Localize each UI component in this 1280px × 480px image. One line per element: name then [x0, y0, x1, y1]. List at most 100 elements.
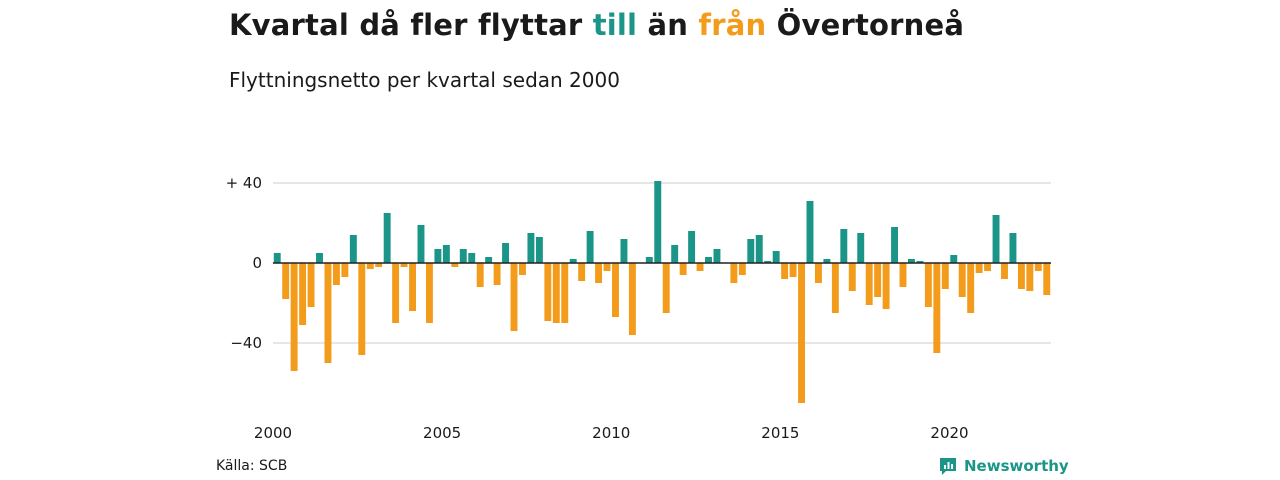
bar: [493, 263, 501, 285]
bar: [992, 215, 1000, 263]
bar: [798, 263, 805, 403]
bar: [603, 263, 611, 271]
x-tick-label: 2005: [423, 424, 461, 442]
bar: [874, 263, 882, 297]
bar: [316, 253, 323, 263]
bar: [324, 263, 332, 363]
bar: [1034, 263, 1042, 271]
bar: [908, 259, 915, 263]
title-fran: från: [698, 8, 767, 42]
bar: [358, 263, 366, 355]
bar: [857, 233, 865, 263]
source-label: Källa: SCB: [216, 458, 288, 474]
bar: [1043, 263, 1051, 295]
x-tick-label: 2020: [930, 424, 968, 442]
bar: [519, 263, 526, 275]
bar: [569, 259, 577, 263]
bar: [451, 263, 459, 267]
bar: [628, 263, 636, 335]
bar: [645, 257, 653, 263]
bar: [434, 249, 442, 263]
bar: [299, 263, 307, 325]
bar: [485, 257, 493, 263]
bar: [383, 213, 391, 263]
bar: [696, 263, 704, 271]
bar: [349, 235, 357, 263]
bars: [273, 181, 1051, 403]
bar: [789, 263, 797, 277]
bar: [662, 263, 670, 313]
bar: [755, 235, 763, 263]
bar: [544, 263, 552, 321]
bar: [400, 263, 408, 267]
bar: [975, 263, 983, 273]
bar: [502, 243, 510, 263]
bar: [831, 263, 839, 313]
bar: [654, 181, 662, 263]
bar: [425, 263, 433, 323]
bar: [916, 261, 924, 263]
x-tick-label: 2015: [761, 424, 799, 442]
bar: [595, 263, 603, 283]
bar: [307, 263, 315, 307]
bar: [1017, 263, 1025, 289]
bar: [273, 253, 281, 263]
bar: [1001, 263, 1008, 279]
bar: [848, 263, 856, 291]
y-tick-label: −40: [230, 334, 262, 352]
bar: [941, 263, 949, 289]
bar: [967, 263, 975, 313]
bar: [1026, 263, 1034, 291]
title-till: till: [592, 8, 638, 42]
bar: [332, 263, 340, 285]
chart-title: Kvartal då fler flyttar till än från Öve…: [229, 8, 964, 42]
bar: [984, 263, 992, 271]
bar: [738, 263, 746, 275]
bar: [620, 239, 628, 263]
chart-subtitle: Flyttningsnetto per kvartal sedan 2000: [229, 68, 620, 92]
brand-logo: Newsworthy: [938, 456, 1069, 476]
newsworthy-logo-icon: [940, 458, 956, 475]
bar: [806, 201, 814, 263]
bar: [688, 231, 696, 263]
bar: [730, 263, 738, 283]
bar: [282, 263, 290, 299]
bar: [552, 263, 560, 323]
bar: [459, 249, 467, 263]
bar: [578, 263, 586, 281]
bar: [417, 225, 425, 263]
bar: [409, 263, 416, 311]
bar: [882, 263, 890, 309]
bar: [764, 261, 772, 263]
bar: [510, 263, 518, 331]
bar: [290, 263, 298, 371]
bar: [476, 263, 484, 287]
bar: [679, 263, 687, 275]
bar: [392, 263, 400, 323]
bar: [823, 259, 831, 263]
y-tick-label: + 40: [226, 174, 262, 192]
bar: [1009, 233, 1017, 263]
bar: [535, 237, 543, 263]
bar: [713, 249, 721, 263]
title-part1: Kvartal då fler flyttar: [229, 8, 593, 42]
bar: [747, 239, 755, 263]
bar: [671, 245, 679, 263]
bar: [924, 263, 932, 307]
axes: + 40 0 −40 2000 2005 2010 2015 2020: [226, 174, 1051, 442]
title-part3: Övertorneå: [766, 8, 965, 42]
bar: [865, 263, 873, 305]
bar: [586, 231, 594, 263]
x-tick-label: 2000: [254, 424, 292, 442]
brand-name: Newsworthy: [964, 457, 1069, 475]
bar: [442, 245, 450, 263]
bar: [840, 229, 848, 263]
bar: [814, 263, 822, 283]
bar: [375, 263, 383, 267]
bar: [527, 233, 535, 263]
bar: [781, 263, 789, 279]
bar: [561, 263, 569, 323]
x-tick-label: 2010: [592, 424, 630, 442]
bar: [772, 251, 780, 263]
